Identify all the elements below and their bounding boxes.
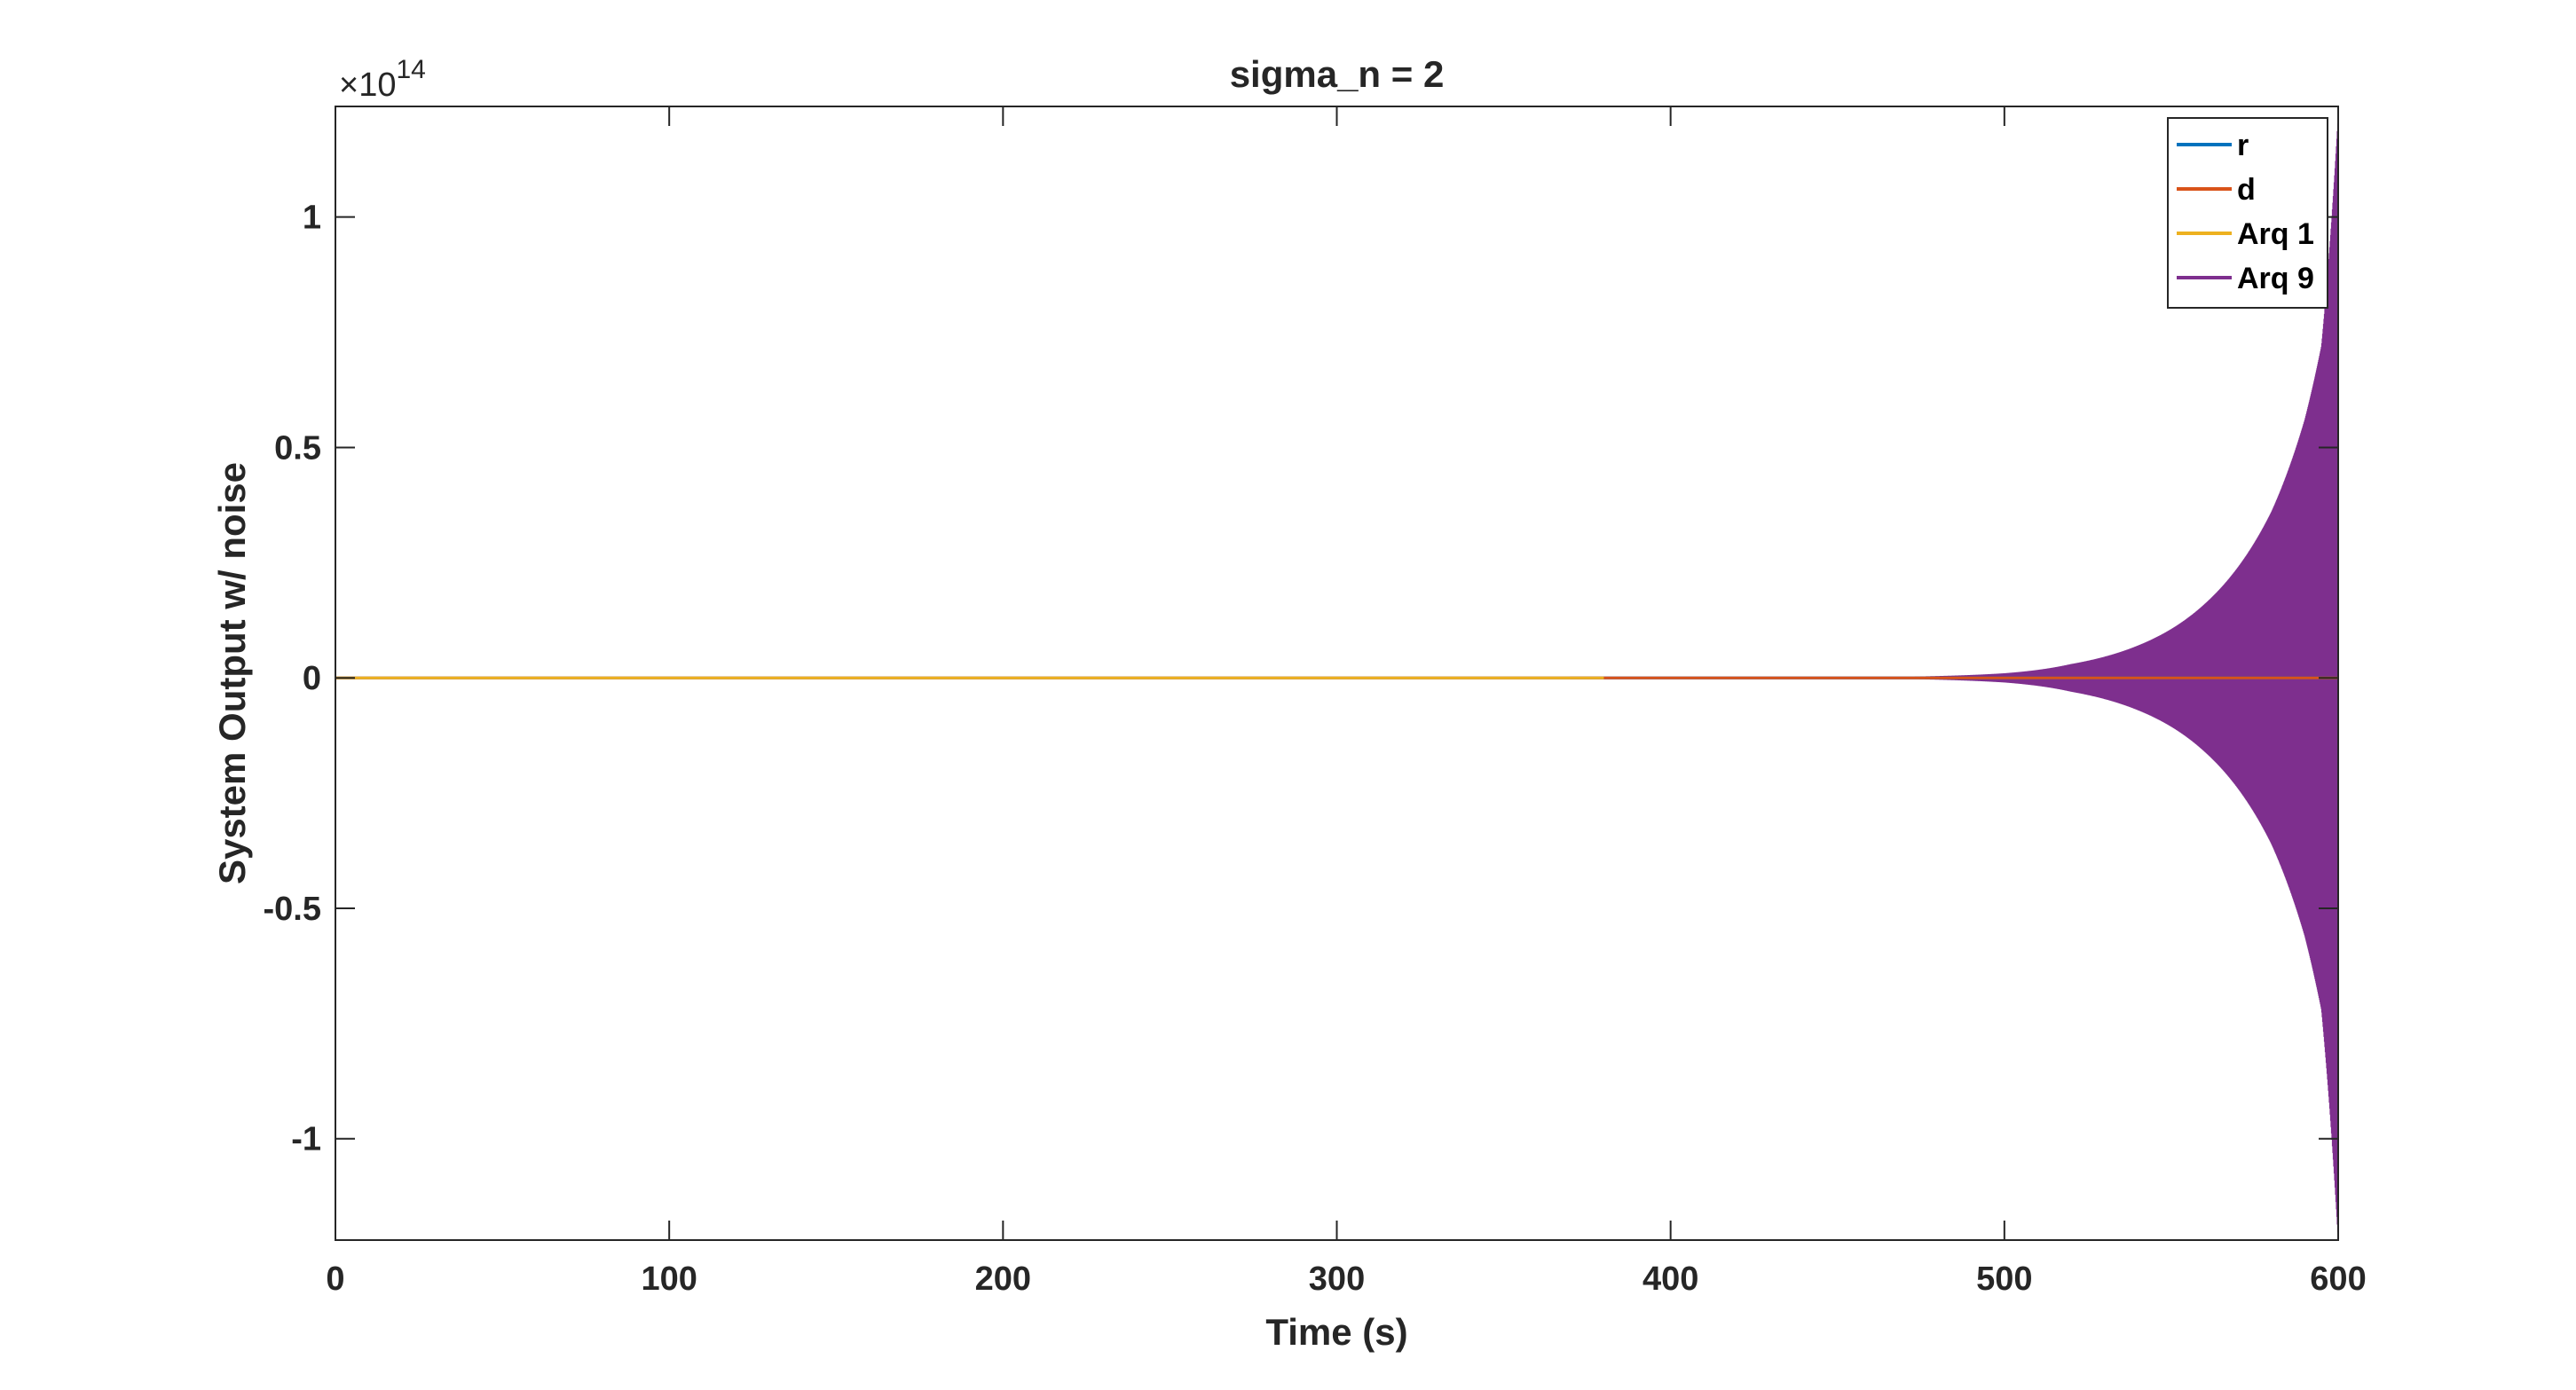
legend-label: r [2237, 129, 2249, 162]
legend-item: Arq 1 [2177, 217, 2314, 251]
series-layer [335, 115, 2338, 1240]
x-tick-label: 600 [2310, 1260, 2366, 1298]
x-tick-label: 500 [1976, 1260, 2032, 1298]
x-tick-label: 100 [641, 1260, 697, 1298]
legend: rd Arq 1 Arq 9 [2167, 117, 2328, 309]
y-tick-label: -1 [291, 1121, 321, 1158]
y-tick-label: 0 [303, 660, 321, 697]
legend-item: r [2177, 129, 2249, 162]
legend-label: Arq 9 [2237, 262, 2314, 295]
ticks-layer: 0 100 200 300 400 500 600 -1 -0.5 0 0.5 1 [264, 106, 2367, 1298]
y-axis-exponent: ×1014 [339, 55, 426, 104]
x-tick-label: 300 [1309, 1260, 1365, 1298]
y-axis-exponent-base: ×10 [339, 67, 396, 104]
y-axis-title: System Output w/ noise [211, 462, 253, 884]
legend-item: Arq 9 [2177, 262, 2314, 295]
chart-title: sigma_n = 2 [1230, 53, 1445, 95]
x-tick-label: 200 [975, 1260, 1031, 1298]
y-tick-label: -0.5 [264, 891, 321, 928]
x-tick-label: 0 [326, 1260, 344, 1298]
legend-label: Arq 1 [2237, 217, 2314, 251]
y-tick-label: 1 [303, 200, 321, 237]
legend-label: d [2237, 173, 2256, 207]
x-tick-label: 400 [1642, 1260, 1698, 1298]
y-tick-label: 0.5 [274, 429, 321, 467]
legend-item: d [2177, 173, 2256, 207]
y-axis-exponent-power: 14 [396, 55, 425, 84]
x-axis-title: Time (s) [1265, 1311, 1407, 1353]
